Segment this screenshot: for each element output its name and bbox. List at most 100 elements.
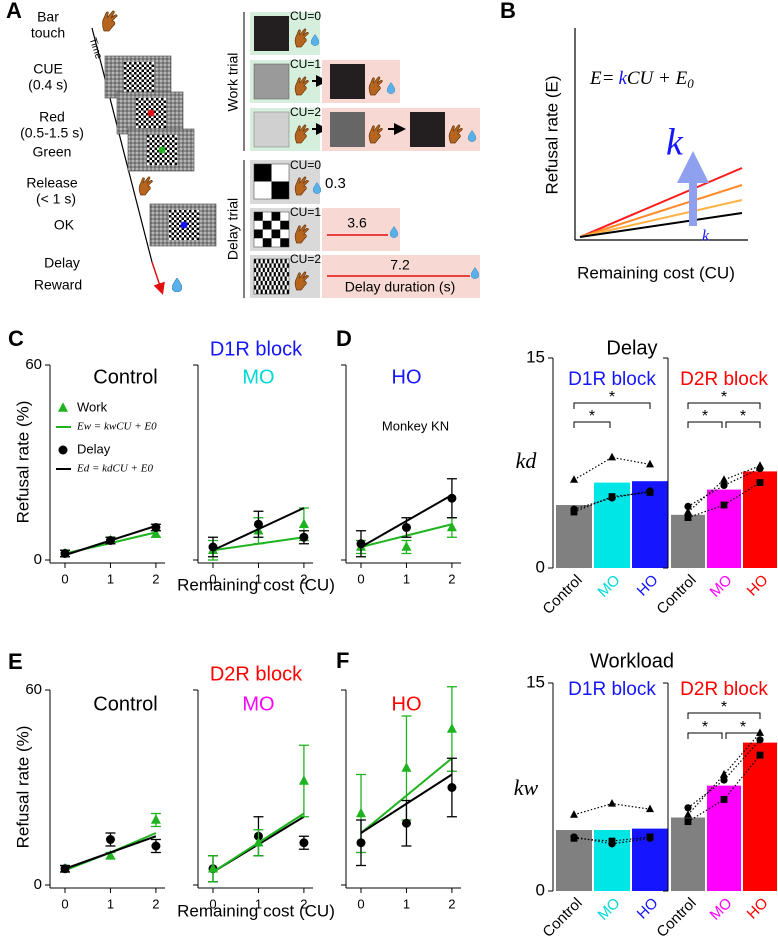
significance-star: *: [740, 719, 746, 736]
marker-circle: [356, 838, 366, 848]
cu-label: CU=2: [290, 105, 321, 119]
bar: [707, 489, 741, 568]
subject-line: [573, 456, 651, 481]
cue-square: [253, 63, 290, 100]
marker-triangle: [446, 521, 457, 532]
x-tick-label: 1: [107, 571, 114, 586]
marker-circle: [151, 523, 161, 532]
marker-circle: [447, 783, 457, 792]
marker-square: [720, 501, 728, 509]
significance-star: *: [721, 389, 727, 406]
panel-letter: F: [336, 648, 349, 673]
fit-line: [64, 835, 157, 870]
marker-triangle: [720, 769, 728, 778]
fit-line: [212, 536, 305, 552]
y-tick-label: 0: [536, 557, 545, 576]
group-title: D2R block: [680, 679, 768, 700]
y-tick-label: 0: [34, 551, 42, 568]
marker-circle: [299, 838, 309, 848]
marker-triangle: [646, 804, 654, 813]
group-title: D1R block: [568, 369, 656, 390]
marker-circle: [756, 736, 764, 744]
x-tick-label: 1: [255, 896, 262, 911]
marker-circle: [299, 532, 309, 542]
x-axis-label: Remaining cost (CU): [177, 901, 335, 920]
marker-circle: [684, 502, 692, 510]
time-label: Time: [87, 36, 104, 61]
x-tick-label: 0: [61, 896, 68, 911]
marker-triangle: [58, 402, 68, 412]
subplot-title: MO: [242, 366, 274, 388]
significance-star: *: [740, 408, 746, 425]
marker-square: [570, 834, 578, 842]
legend-label: Delay: [77, 441, 111, 456]
y-tick-label: 0: [536, 880, 545, 899]
cu-label: CU=0: [290, 158, 321, 172]
marker-square: [756, 751, 764, 759]
chart-title: D2R block: [210, 663, 303, 685]
cue-square: [330, 64, 365, 99]
significance-bracket: [725, 732, 761, 739]
significance-star: *: [721, 699, 727, 716]
bar: [556, 505, 592, 568]
x-tick-label: HO: [744, 895, 772, 923]
equation-k: k: [618, 68, 627, 89]
x-tick-label: HO: [634, 572, 662, 600]
equation-part: CU + E: [627, 68, 688, 89]
panel-letter: B: [500, 0, 516, 23]
marker-circle: [253, 519, 263, 529]
bar: [707, 785, 741, 891]
x-tick-label: 1: [255, 571, 262, 586]
x-tick-label: 1: [403, 571, 410, 586]
bar: [743, 742, 777, 891]
marker-triangle: [401, 762, 412, 772]
marker-square: [756, 479, 764, 486]
marker-triangle: [756, 461, 764, 469]
x-tick-label: 0: [209, 571, 216, 586]
y-axis-label: kw: [514, 775, 539, 800]
delay-value: 3.6: [347, 215, 367, 231]
k-small: k: [702, 228, 710, 245]
fit-line: [212, 507, 305, 552]
cue-square: [330, 112, 365, 147]
marker-triangle: [356, 807, 366, 818]
y-tick-label: 60: [25, 681, 42, 698]
cue-square: [253, 258, 290, 295]
cue-square: [253, 163, 290, 200]
marker-square: [646, 489, 654, 496]
equation-part: E=: [589, 68, 614, 89]
delay-value: 0.3: [325, 175, 346, 192]
panel-letter: D: [336, 326, 352, 351]
marker-triangle: [608, 799, 616, 807]
marker-square: [646, 833, 654, 841]
event-label: (0.4 s): [28, 77, 68, 93]
cu-label: CU=2: [290, 252, 321, 266]
x-tick-label: 0: [357, 571, 364, 586]
cue-square: [253, 111, 290, 148]
marker-circle: [60, 549, 70, 558]
cu-label: CU=1: [290, 57, 321, 71]
x-tick-label: Control: [653, 572, 699, 618]
subplot-title: HO: [392, 693, 422, 715]
significance-bracket: [687, 712, 761, 719]
subject-line: [573, 836, 651, 842]
k-large: k: [666, 122, 684, 164]
event-label: (< 1 s): [36, 191, 76, 207]
marker-triangle: [298, 775, 309, 785]
model-line: [579, 167, 743, 238]
significance-bracket: [687, 421, 723, 428]
red-point: [147, 109, 155, 117]
model-line: [579, 184, 743, 238]
x-tick-label: Control: [539, 572, 585, 618]
fit-line: [360, 494, 453, 548]
model-line: [579, 212, 743, 238]
x-tick-label: 1: [107, 896, 114, 911]
delay-axis-label: Delay duration (s): [345, 279, 456, 295]
y-tick-label: 15: [526, 672, 545, 691]
marker-square: [684, 818, 692, 826]
marker-circle: [684, 804, 692, 812]
subplot-title: HO: [392, 366, 422, 388]
cue-square: [254, 16, 289, 51]
x-tick-label: MO: [707, 895, 736, 924]
